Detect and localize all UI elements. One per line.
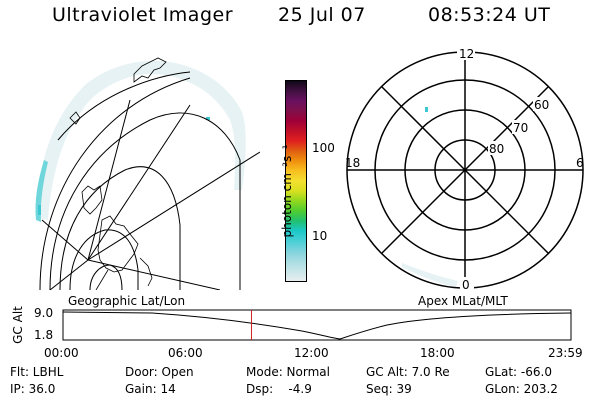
label-bg xyxy=(457,46,475,60)
timeline-title-geographic: Geographic Lat/Lon xyxy=(68,294,186,308)
x-tick-1800: 18:00 xyxy=(420,346,455,360)
observation-date: 25 Jul 07 xyxy=(278,4,366,26)
bright-spot xyxy=(425,107,428,112)
auroral-emission-patch xyxy=(402,263,458,287)
label-bg xyxy=(460,277,474,290)
auroral-oval-band xyxy=(37,60,246,220)
coastline xyxy=(139,257,153,287)
coastline xyxy=(81,185,103,215)
label-bg xyxy=(533,97,551,111)
info-ip: IP: 36.0 xyxy=(10,382,56,396)
timeline-y-axis-label: GC Alt xyxy=(11,306,25,344)
info-seq: Seq: 39 xyxy=(366,382,412,396)
latitude-line xyxy=(39,77,191,290)
lat-label-70: 70 xyxy=(513,121,528,135)
label-bg xyxy=(512,120,530,134)
intensity-colorbar xyxy=(285,80,307,282)
info-glon: GLon: 203.2 xyxy=(485,382,558,396)
info-dsp: Dsp: -4.9 xyxy=(246,382,312,396)
meridian-line xyxy=(49,259,89,290)
x-tick-0000: 00:00 xyxy=(44,346,79,360)
colorbar-unit-label: photon cm⁻²s⁻¹ xyxy=(280,144,294,238)
coastline xyxy=(97,215,139,273)
instrument-title: Ultraviolet Imager xyxy=(52,4,234,26)
info-gc-alt: GC Alt: 7.0 Re xyxy=(366,365,450,379)
colorbar-strip xyxy=(285,80,307,282)
auroral-emission xyxy=(35,60,246,222)
polar-emission xyxy=(402,107,458,287)
info-door: Door: Open xyxy=(125,365,194,379)
timeline-y-tick-low: 1.8 xyxy=(34,328,54,342)
info-mode: Mode: Normal xyxy=(246,365,330,379)
info-gain: Gain: 14 xyxy=(125,382,176,396)
coastline xyxy=(133,57,167,83)
colorbar-tick-10: 10 xyxy=(312,229,328,243)
bright-spot xyxy=(206,117,210,120)
altitude-curve xyxy=(62,311,572,340)
coastline xyxy=(95,269,109,290)
latitude-line xyxy=(89,264,123,290)
bright-spot xyxy=(38,205,41,215)
polar-mlt-plot: 12 0 18 6 60 70 80 xyxy=(345,46,584,290)
x-tick-2359: 23:59 xyxy=(548,346,583,360)
geo-grid xyxy=(39,71,260,290)
latitude-line xyxy=(69,229,139,290)
latitude-line xyxy=(59,166,181,290)
polar-grid xyxy=(346,51,584,289)
altitude-timeline xyxy=(62,309,572,341)
lat-label-80: 80 xyxy=(489,142,504,156)
mlt-line-diagonal xyxy=(381,86,549,254)
timeline-y-tick-high: 9.0 xyxy=(34,306,54,320)
latitude-line xyxy=(49,112,241,290)
meridian-line xyxy=(87,259,221,290)
lat-label-60: 60 xyxy=(534,98,549,112)
timeline-title-apex: Apex MLat/MLT xyxy=(418,294,508,308)
coastlines xyxy=(69,57,167,290)
mlt-label-0: 0 xyxy=(462,278,470,290)
meridian-line xyxy=(87,99,131,261)
info-glat: GLat: -66.0 xyxy=(485,365,552,379)
x-tick-0600: 06:00 xyxy=(168,346,203,360)
limb-arc xyxy=(57,71,191,141)
x-tick-1200: 12:00 xyxy=(294,346,329,360)
geographic-image-panel xyxy=(35,57,260,290)
label-bg xyxy=(488,141,506,155)
meridian-line xyxy=(87,151,260,261)
colorbar-tick-100: 100 xyxy=(312,141,335,155)
observation-time: 08:53:24 UT xyxy=(428,4,551,26)
mlt-label-12: 12 xyxy=(459,47,474,61)
mlt-label-18: 18 xyxy=(345,156,360,170)
info-filter: Flt: LBHL xyxy=(10,365,64,379)
meridian-line xyxy=(41,219,89,261)
meridian-line xyxy=(87,104,191,261)
mlt-label-6: 6 xyxy=(576,156,584,170)
coastline xyxy=(69,111,81,125)
